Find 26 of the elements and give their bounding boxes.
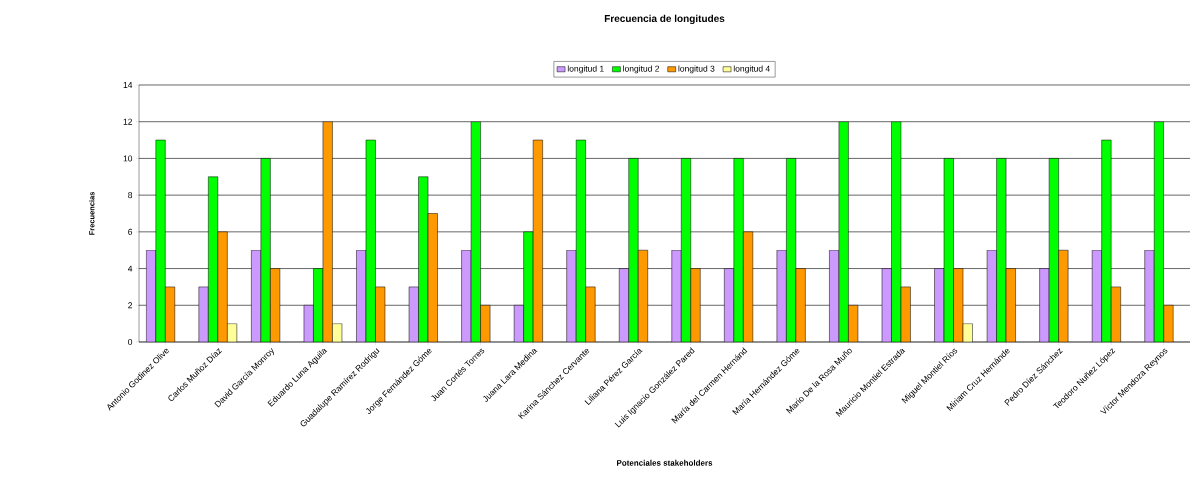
- bar: [690, 268, 701, 342]
- legend-label: longitud 2: [623, 65, 660, 74]
- bar: [671, 249, 682, 342]
- bar: [585, 286, 596, 342]
- bar: [1101, 139, 1112, 342]
- legend-label: longitud 1: [567, 65, 604, 74]
- y-tick-label: 8: [128, 192, 133, 199]
- bar: [566, 249, 577, 342]
- x-axis-title: Potenciales stakeholders: [617, 459, 713, 466]
- bar: [155, 139, 166, 342]
- chart-title: Frecuencia de longitudes: [604, 14, 725, 25]
- y-tick-label: 12: [123, 118, 133, 125]
- legend-label: longitud 3: [678, 65, 715, 74]
- y-tick-label: 4: [127, 265, 133, 272]
- bar: [733, 158, 744, 342]
- bar: [198, 286, 209, 342]
- y-tick-label: 2: [128, 302, 133, 309]
- y-tick-label: 6: [128, 228, 133, 235]
- legend-label: longitud 4: [733, 65, 770, 74]
- bar: [1144, 249, 1155, 342]
- bar: [217, 231, 228, 342]
- y-tick-label: 0: [128, 338, 133, 345]
- y-tick-label: 14: [123, 82, 133, 88]
- bar: [1163, 305, 1174, 342]
- bar: [628, 158, 639, 342]
- y-tick-label: 10: [123, 155, 133, 162]
